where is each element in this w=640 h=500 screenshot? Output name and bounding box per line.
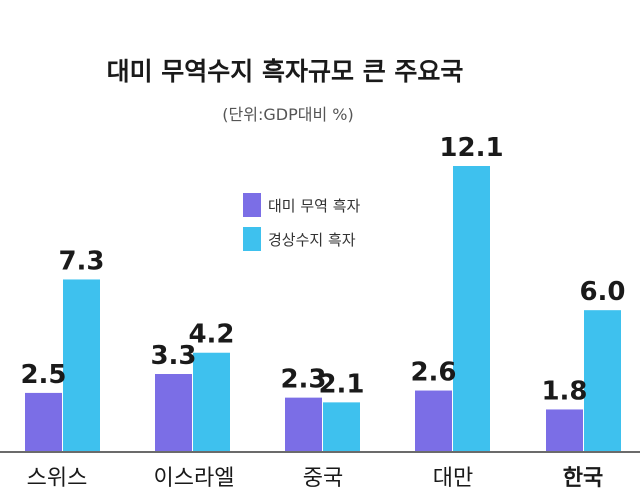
bar-current-1 (193, 352, 230, 452)
value-label-trade-4: 1.8 (541, 376, 587, 406)
bars (25, 166, 621, 452)
chart-subtitle: (단위:GDP대비 %) (222, 105, 353, 124)
value-label-current-3: 12.1 (439, 133, 503, 163)
category-labels: 스위스 이스라엘 중국 대만 한국 (27, 466, 604, 491)
legend: 대미 무역 흑자 경상수지 흑자 (243, 193, 361, 251)
legend-label-current-account: 경상수지 흑자 (268, 231, 356, 249)
category-label-2: 중국 (303, 466, 343, 491)
legend-swatch-trade-surplus (243, 193, 261, 217)
value-label-current-4: 6.0 (579, 277, 625, 307)
value-label-trade-0: 2.5 (20, 360, 66, 390)
bar-current-0 (63, 279, 100, 452)
value-label-current-0: 7.3 (58, 246, 104, 276)
value-label-trade-2: 2.3 (280, 365, 326, 395)
bar-current-3 (453, 166, 490, 452)
value-label-current-1: 4.2 (188, 320, 234, 350)
legend-label-trade-surplus: 대미 무역 흑자 (268, 197, 361, 215)
value-label-current-2: 2.1 (318, 369, 364, 399)
chart-title: 대미 무역수지 흑자규모 큰 주요국 (107, 57, 464, 86)
value-label-trade-3: 2.6 (410, 358, 456, 388)
bar-trade-1 (155, 374, 192, 452)
legend-swatch-current-account (243, 227, 261, 251)
bar-trade-3 (415, 390, 452, 452)
category-label-4: 한국 (563, 466, 603, 491)
category-label-0: 스위스 (27, 466, 88, 491)
bar-trade-4 (546, 409, 583, 452)
bar-trade-2 (285, 397, 322, 452)
bar-current-4 (584, 310, 621, 452)
value-labels: 2.5 7.3 3.34.2 2.32.1 2.6 12.1 1.8 6.0 (20, 133, 625, 406)
value-label-trade-1: 3.3 (150, 341, 196, 371)
category-label-3: 대만 (433, 466, 473, 491)
bar-trade-0 (25, 392, 62, 452)
bar-current-2 (323, 402, 360, 452)
category-label-1: 이스라엘 (154, 466, 235, 491)
